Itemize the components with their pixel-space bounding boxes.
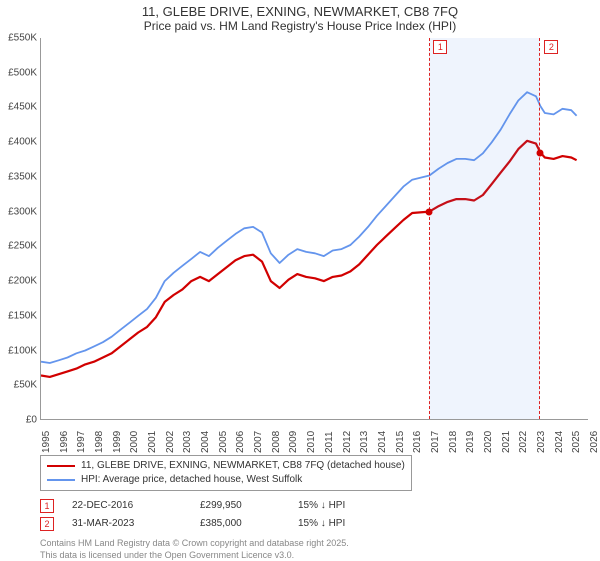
x-axis-tick: 1995 [41, 423, 52, 453]
x-axis-tick: 2001 [147, 423, 158, 453]
transaction-row: 2 31-MAR-2023 £385,000 15% ↓ HPI [40, 515, 588, 533]
y-axis-tick: £400K [1, 137, 37, 148]
footnote-line1: Contains HM Land Registry data © Crown c… [40, 537, 588, 549]
chart-container: 11, GLEBE DRIVE, EXNING, NEWMARKET, CB8 … [0, 0, 600, 560]
transaction-delta: 15% ↓ HPI [298, 497, 398, 515]
x-axis-tick: 2006 [235, 423, 246, 453]
transaction-date: 31-MAR-2023 [72, 515, 182, 533]
x-axis-tick: 1996 [59, 423, 70, 453]
x-axis-tick: 2003 [182, 423, 193, 453]
legend-swatch-hpi [47, 479, 75, 481]
x-axis-tick: 2015 [395, 423, 406, 453]
x-axis-tick: 2020 [483, 423, 494, 453]
transaction-row: 1 22-DEC-2016 £299,950 15% ↓ HPI [40, 497, 588, 515]
x-axis-tick: 1998 [94, 423, 105, 453]
legend-box: 11, GLEBE DRIVE, EXNING, NEWMARKET, CB8 … [40, 455, 412, 491]
x-axis-tick: 2010 [306, 423, 317, 453]
y-axis-tick: £200K [1, 276, 37, 287]
y-axis-tick: £150K [1, 310, 37, 321]
shaded-range [429, 38, 540, 419]
y-axis-tick: £100K [1, 345, 37, 356]
y-axis-tick: £550K [1, 33, 37, 44]
x-axis-tick: 2014 [377, 423, 388, 453]
title-block: 11, GLEBE DRIVE, EXNING, NEWMARKET, CB8 … [0, 0, 600, 33]
x-axis-tick: 2011 [324, 423, 335, 453]
title-line1: 11, GLEBE DRIVE, EXNING, NEWMARKET, CB8 … [0, 4, 600, 19]
x-axis-tick: 1997 [76, 423, 87, 453]
chart-marker-label: 1 [433, 40, 447, 54]
y-axis-tick: £500K [1, 67, 37, 78]
x-axis-tick: 1999 [112, 423, 123, 453]
footnote: Contains HM Land Registry data © Crown c… [40, 537, 588, 561]
x-axis-tick: 2007 [253, 423, 264, 453]
x-axis-tick: 2005 [218, 423, 229, 453]
y-axis-tick: £0 [1, 415, 37, 426]
x-axis-tick: 2021 [501, 423, 512, 453]
legend-row-property: 11, GLEBE DRIVE, EXNING, NEWMARKET, CB8 … [47, 459, 405, 473]
legend-label-property: 11, GLEBE DRIVE, EXNING, NEWMARKET, CB8 … [81, 459, 405, 473]
bottom-panel: 11, GLEBE DRIVE, EXNING, NEWMARKET, CB8 … [40, 455, 588, 561]
chart-marker-label: 2 [544, 40, 558, 54]
title-line2: Price paid vs. HM Land Registry's House … [0, 19, 600, 33]
x-axis-tick: 2022 [518, 423, 529, 453]
x-axis-tick: 2008 [271, 423, 282, 453]
x-axis-tick: 2000 [129, 423, 140, 453]
y-axis-tick: £250K [1, 241, 37, 252]
x-axis-tick: 2023 [536, 423, 547, 453]
transaction-price: £385,000 [200, 515, 280, 533]
x-axis-tick: 2016 [412, 423, 423, 453]
x-axis-tick: 2018 [448, 423, 459, 453]
transaction-table: 1 22-DEC-2016 £299,950 15% ↓ HPI 2 31-MA… [40, 497, 588, 533]
transaction-delta: 15% ↓ HPI [298, 515, 398, 533]
x-axis-tick: 2025 [571, 423, 582, 453]
y-axis-tick: £300K [1, 206, 37, 217]
chart-marker-point [537, 149, 544, 156]
legend-swatch-property [47, 465, 75, 467]
transaction-marker: 1 [40, 499, 54, 513]
x-axis-tick: 2002 [165, 423, 176, 453]
x-axis-tick: 2019 [465, 423, 476, 453]
x-axis-tick: 2017 [430, 423, 441, 453]
y-axis-tick: £450K [1, 102, 37, 113]
x-axis-tick: 2024 [554, 423, 565, 453]
transaction-marker: 2 [40, 517, 54, 531]
legend-row-hpi: HPI: Average price, detached house, West… [47, 473, 405, 487]
x-axis-tick: 2004 [200, 423, 211, 453]
x-axis-tick: 2012 [342, 423, 353, 453]
footnote-line2: This data is licensed under the Open Gov… [40, 549, 588, 561]
y-axis-tick: £350K [1, 171, 37, 182]
plot-region: £0£50K£100K£150K£200K£250K£300K£350K£400… [40, 38, 588, 420]
x-axis-tick: 2013 [359, 423, 370, 453]
transaction-date: 22-DEC-2016 [72, 497, 182, 515]
transaction-price: £299,950 [200, 497, 280, 515]
chart-area: £0£50K£100K£150K£200K£250K£300K£350K£400… [40, 38, 588, 420]
chart-marker-point [426, 208, 433, 215]
x-axis-tick: 2009 [288, 423, 299, 453]
legend-label-hpi: HPI: Average price, detached house, West… [81, 473, 302, 487]
x-axis-tick: 2026 [589, 423, 600, 453]
y-axis-tick: £50K [1, 380, 37, 391]
